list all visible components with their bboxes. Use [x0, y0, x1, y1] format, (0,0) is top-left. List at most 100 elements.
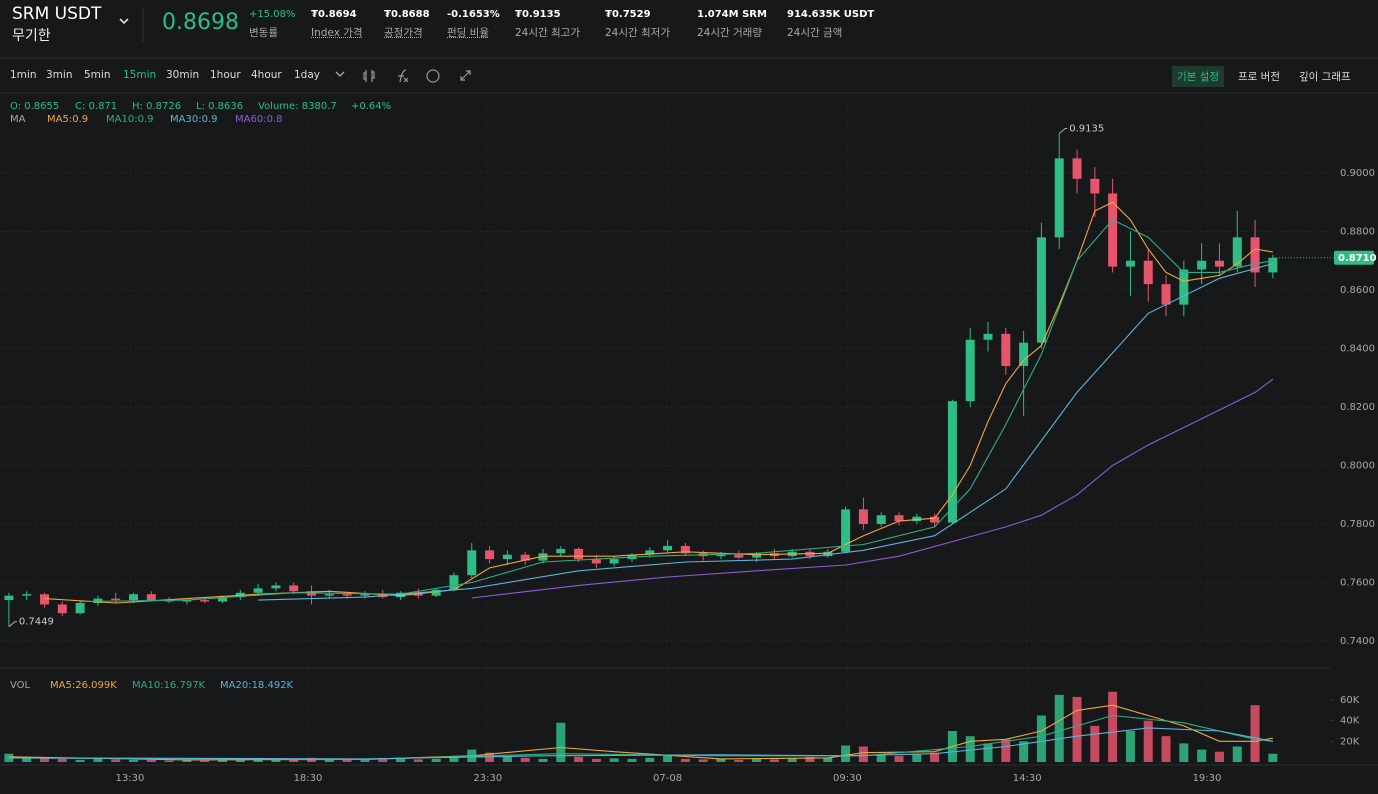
candle-body — [1019, 342, 1029, 367]
settings-icon[interactable] — [426, 69, 440, 83]
volume-ma-legend: MA20:18.492K — [220, 680, 294, 691]
volume-ma-legend: MA10:16.797K — [132, 680, 206, 691]
volume-bar — [591, 758, 601, 762]
y-tick-label: 0.8200 — [1340, 402, 1375, 413]
volume-ma-line — [8, 704, 1273, 761]
volume-bar — [449, 755, 459, 762]
stat: +15.08% 변동률 — [249, 9, 296, 40]
candle-body — [574, 548, 584, 560]
candle-body — [1001, 333, 1011, 367]
candle-body — [1161, 284, 1171, 305]
stat: ₮0.8688 공정가격 — [384, 9, 430, 40]
volume-bar — [75, 759, 85, 762]
volume-bar — [431, 758, 441, 762]
interval-button[interactable]: 15min — [123, 69, 157, 81]
candle-body — [538, 553, 548, 561]
volume-bar — [627, 758, 637, 762]
stat-value: -0.1653% — [447, 9, 500, 20]
volume-bar — [858, 746, 868, 762]
interval-button[interactable]: 30min — [166, 69, 200, 81]
candle-type-icon[interactable] — [363, 70, 375, 82]
candle-body — [752, 553, 762, 558]
volume-bar — [1001, 739, 1011, 762]
candle-body — [734, 554, 744, 558]
ohlc-info: +0.64% — [351, 101, 391, 112]
volume-bar — [271, 758, 281, 762]
candle-body — [894, 515, 904, 522]
volume-ma-legend: MA5:26.099K — [50, 680, 117, 691]
candle-body — [1036, 237, 1046, 343]
candle-body — [182, 600, 192, 602]
candle-body — [556, 548, 566, 554]
volume-bar — [218, 759, 228, 762]
candle-body — [1143, 260, 1153, 285]
ma-line — [471, 378, 1274, 599]
interval-button[interactable]: 5min — [84, 69, 111, 81]
candle-body — [324, 594, 334, 596]
interval-button[interactable]: 1day — [294, 69, 320, 81]
ohlc-info: Volume: 8380.7 — [258, 101, 337, 112]
stat-value: 914.635K USDT — [787, 9, 875, 20]
candle-body — [57, 604, 67, 614]
stat-value: ₮0.7529 — [605, 9, 651, 20]
view-button[interactable]: 깊이 그래프 — [1299, 71, 1351, 83]
ma-legend: MA5:0.9 — [47, 114, 88, 125]
volume-bar — [502, 756, 512, 762]
ma-label: MA — [10, 114, 26, 125]
stat-label: 변동률 — [249, 27, 278, 39]
dropdown-icon[interactable] — [119, 18, 129, 25]
interval-button[interactable]: 1min — [10, 69, 37, 81]
volume-bar — [111, 759, 121, 762]
candle-body — [289, 585, 299, 592]
stat: 914.635K USDT 24시간 금액 — [787, 9, 874, 40]
interval-button[interactable]: 3min — [46, 69, 73, 81]
x-tick-label: 14:30 — [1013, 773, 1042, 784]
volume-bar — [485, 752, 495, 762]
interval-button[interactable]: 4hour — [251, 69, 282, 81]
volume-bar — [680, 758, 690, 762]
stat-value: +15.08% — [249, 9, 296, 20]
volume-bar — [930, 752, 940, 762]
stat-label: Index 가격 — [311, 27, 363, 39]
candle-body — [40, 594, 50, 605]
ma-legend: MA60:0.8 — [235, 114, 282, 125]
ma-legend: MA30:0.9 — [170, 114, 217, 125]
volume-bar — [716, 758, 726, 762]
volume-bar — [1232, 746, 1242, 762]
candle-body — [663, 545, 673, 551]
stat-label: 24시간 최고가 — [515, 27, 580, 39]
y-tick-label: 20K — [1340, 736, 1360, 747]
candle-body — [75, 602, 85, 614]
volume-bar — [538, 758, 548, 762]
volume-bar — [556, 722, 566, 762]
stat-value: ₮0.9135 — [515, 9, 561, 20]
volume-bar — [663, 755, 673, 762]
volume-bar — [289, 758, 299, 762]
interval-button[interactable]: 1hour — [210, 69, 241, 81]
view-button[interactable]: 프로 버전 — [1238, 71, 1280, 83]
symbol[interactable]: SRM USDT — [12, 4, 102, 24]
volume-bar — [609, 758, 619, 762]
candle-body — [431, 589, 441, 596]
volume-ma-line — [8, 714, 1273, 760]
fullscreen-icon[interactable] — [460, 70, 471, 81]
volume-bar — [734, 759, 744, 762]
more-intervals-icon[interactable] — [335, 71, 345, 77]
candle-body — [22, 594, 32, 596]
candle-body — [1197, 260, 1207, 270]
y-tick-label: 0.8000 — [1340, 460, 1375, 471]
indicator-icon[interactable] — [398, 69, 409, 83]
view-button[interactable]: 기본 설정 — [1172, 66, 1224, 87]
y-tick-label: 0.9000 — [1340, 168, 1375, 179]
candle-body — [609, 559, 619, 564]
candle-body — [983, 333, 993, 340]
stat-value: ₮0.8694 — [311, 9, 357, 20]
volume-bar — [1072, 696, 1082, 762]
ma-line — [44, 201, 1273, 604]
annotation-marker — [1058, 127, 1068, 134]
x-tick-label: 13:30 — [116, 773, 145, 784]
last-price-label: 0.8710 — [1338, 253, 1377, 264]
candle-body — [449, 575, 459, 590]
volume-bar — [1197, 749, 1207, 762]
